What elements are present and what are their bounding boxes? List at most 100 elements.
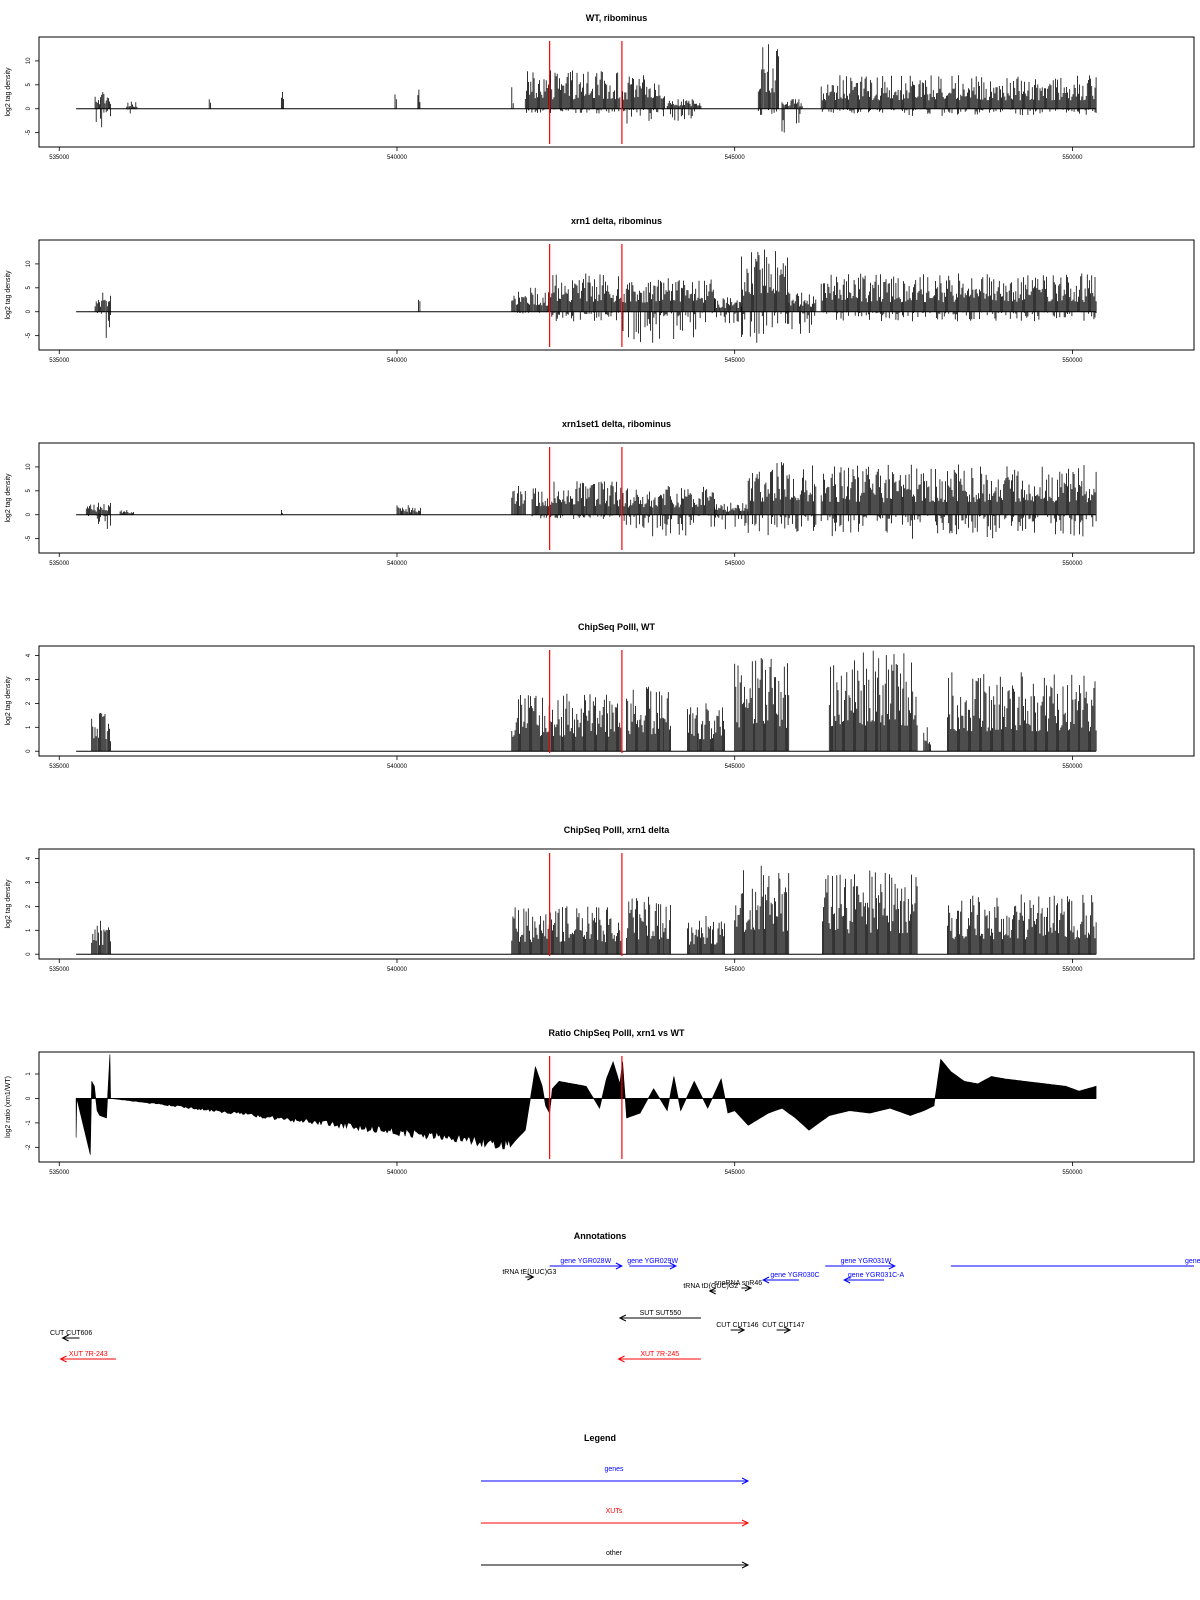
panel-6: Ratio ChipSeq PolII, xrn1 vs WT -2 -1 0 1 log… [5, 1028, 1195, 1176]
signal-bars-down [747, 514, 817, 536]
signal-bars-up [714, 502, 749, 515]
annotation-feature: XUT 7R-245 [617, 1351, 701, 1363]
signal-bars-up [666, 99, 702, 109]
annotations-title: Annotations [574, 1231, 627, 1241]
signal-bars-up [947, 672, 1097, 752]
plot-frame [38, 848, 1195, 960]
x-tick-label: 540000 [387, 358, 408, 364]
x-tick-label: 545000 [725, 561, 746, 567]
legend-label: other [606, 1550, 623, 1557]
signal-bars-up [511, 287, 550, 312]
plot-frame [38, 1051, 1195, 1163]
data-layer [76, 44, 1097, 133]
x-tick-label: 550000 [1062, 561, 1083, 567]
y-tick-label: -2 [26, 1144, 32, 1150]
y-axis-label: log2 tag density [5, 67, 12, 117]
signal-bars-down [714, 514, 749, 530]
y-tick-label: 5 [26, 285, 32, 289]
signal-bars-up [417, 89, 421, 109]
signal-bars-up [549, 273, 623, 312]
signal-bars-up [687, 916, 725, 955]
legend-entry: other [481, 1550, 750, 1569]
signal-bars-down [551, 311, 619, 322]
arrow-head [843, 1276, 851, 1284]
signal-bars-up [820, 75, 1097, 109]
signal-bars-up [531, 481, 623, 515]
signal-bars-down [823, 311, 1097, 322]
x-tick-label: 550000 [1062, 155, 1083, 161]
feature-label: gene YGR031C-A [848, 1272, 905, 1279]
signal-bars-up [687, 703, 725, 752]
x-tick-label: 545000 [725, 155, 746, 161]
panel-2: xrn1 delta, ribominus -5 0 5 10 log2 tag dens… [5, 216, 1195, 364]
signal-bars-down [96, 311, 111, 338]
arrow-head [617, 1355, 625, 1363]
feature-label: snoRNA snR46 [714, 1280, 762, 1287]
feature-label: gene YGR029W [627, 1258, 678, 1265]
legend-entry: XUTs [481, 1508, 750, 1527]
signal-bars-down [716, 311, 741, 324]
feature-label: tRNA tD(GUC)G2 [683, 1283, 738, 1290]
legend-label: genes [604, 1466, 624, 1473]
x-tick-label: 545000 [725, 764, 746, 770]
signal-bars-down [622, 311, 715, 343]
feature-label: gene YGR032W [1185, 1258, 1200, 1265]
signal-bars-up [511, 486, 526, 515]
signal-bars-down [87, 514, 111, 529]
annotation-items: gene YGR028W gene YGR029W gene YGR030C gene… [50, 1258, 1200, 1363]
x-tick-label: 550000 [1062, 967, 1083, 973]
feature-label: CUT CUT606 [50, 1330, 92, 1337]
x-tick-label: 540000 [387, 764, 408, 770]
annotation-feature: CUT CUT606 [50, 1330, 92, 1342]
panel-3: xrn1set1 delta, ribominus -5 0 5 10 log2 tag … [5, 419, 1195, 567]
y-tick-label: 0 [26, 749, 32, 753]
annotation-feature: XUT 7R-243 [59, 1351, 116, 1363]
panel-title: xrn1 delta, ribominus [571, 216, 662, 226]
x-tick-label: 550000 [1062, 1170, 1083, 1176]
x-tick-label: 535000 [49, 967, 70, 973]
annotations-panel: Annotations gene YGR028W gene YGR029Wgene… [50, 1231, 1200, 1363]
y-tick-label: 0 [26, 106, 32, 110]
legend-arrow-head [741, 1477, 750, 1485]
legend-arrow-head [741, 1519, 750, 1527]
signal-bars-down [511, 311, 547, 314]
annotation-feature: tRNA tD(GUC)G2 [683, 1283, 738, 1295]
signal-bars-up [119, 510, 134, 515]
arrow-head [527, 1273, 535, 1281]
y-axis-label: log2 ratio (xrn1/WT) [5, 1076, 12, 1138]
x-tick-label: 545000 [725, 1170, 746, 1176]
panel-title: ChipSeq PolII, WT [578, 622, 655, 632]
signal-bars-up [85, 502, 111, 515]
y-tick-label: 10 [26, 57, 32, 64]
signal-bars-up [947, 894, 1097, 955]
data-layer [76, 865, 1097, 955]
signal-bars-up [511, 87, 514, 109]
signal-bars-down [781, 108, 801, 133]
panel-title: xrn1set1 delta, ribominus [562, 419, 671, 429]
y-tick-label: 1 [26, 928, 32, 932]
plot-frame [38, 442, 1195, 554]
arrow-head [669, 1262, 678, 1270]
data-layer [76, 650, 1097, 752]
x-tick-label: 535000 [49, 561, 70, 567]
x-tick-label: 550000 [1062, 764, 1083, 770]
legend-label: XUTs [606, 1508, 623, 1515]
signal-bars-down [821, 108, 1097, 116]
annotation-feature: gene YGR031W [825, 1258, 896, 1270]
y-tick-label: 1 [26, 725, 32, 729]
arrow-head [61, 1334, 69, 1342]
annotation-feature: CUT CUT147 [762, 1322, 805, 1334]
feature-label: gene YGR030C [770, 1272, 819, 1279]
signal-bars-down [127, 108, 137, 114]
panel-1: WT, ribominus -5 0 5 10 log2 tag density 53500… [5, 13, 1195, 161]
x-tick-label: 535000 [49, 764, 70, 770]
signal-bars-up [396, 505, 421, 515]
signal-bars-down [741, 311, 790, 343]
y-axis-label: log2 tag density [5, 676, 12, 726]
signal-bars-up [828, 650, 918, 752]
y-tick-label: 0 [26, 952, 32, 956]
plot-frame [38, 645, 1195, 757]
arrow-head [761, 1276, 770, 1284]
legend-items: genes XUTs other [481, 1466, 750, 1569]
feature-label: gene YGR031W [841, 1258, 892, 1265]
